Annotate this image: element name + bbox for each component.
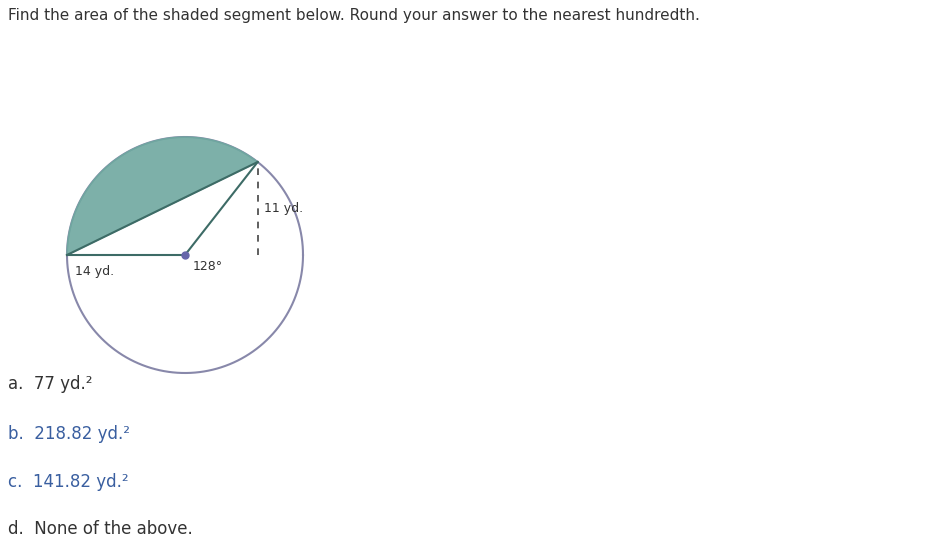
Text: b.  218.82 yd.²: b. 218.82 yd.² [8,425,130,443]
Text: 11 yd.: 11 yd. [264,202,302,215]
Text: Find the area of the shaded segment below. Round your answer to the nearest hund: Find the area of the shaded segment belo… [8,8,700,23]
Text: 128°: 128° [193,260,223,273]
Text: a.  77 yd.²: a. 77 yd.² [8,375,93,393]
Text: d.  None of the above.: d. None of the above. [8,520,192,538]
Polygon shape [67,137,257,255]
Text: 14 yd.: 14 yd. [75,265,115,278]
Text: c.  141.82 yd.²: c. 141.82 yd.² [8,473,129,491]
